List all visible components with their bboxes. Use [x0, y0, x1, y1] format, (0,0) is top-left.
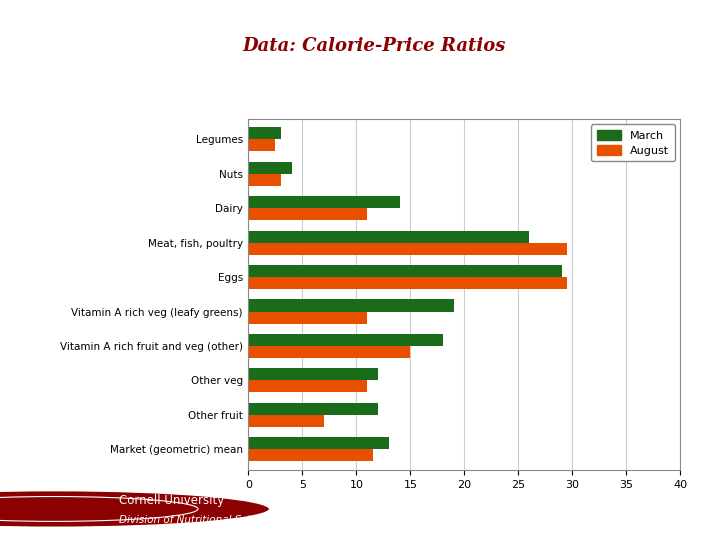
Bar	[248, 368, 378, 380]
Bar	[248, 300, 454, 312]
Bar	[248, 277, 567, 289]
Legend: March, August: March, August	[591, 124, 675, 161]
Text: Cornell University: Cornell University	[119, 495, 224, 508]
Bar	[248, 380, 367, 393]
Bar	[248, 415, 324, 427]
Bar	[248, 334, 443, 346]
Bar	[248, 346, 410, 358]
Bar	[248, 174, 281, 186]
Text: Data: Calorie-Price Ratios: Data: Calorie-Price Ratios	[243, 37, 506, 55]
Bar	[248, 196, 400, 208]
Bar	[248, 231, 529, 242]
Bar	[248, 265, 562, 277]
Bar	[248, 437, 389, 449]
Bar	[248, 208, 367, 220]
Bar	[248, 127, 281, 139]
Bar	[248, 403, 378, 415]
Text: Division of Nutritional Sciences: Division of Nutritional Sciences	[119, 515, 280, 524]
Bar	[248, 449, 373, 461]
Bar	[248, 242, 567, 255]
Bar	[248, 162, 292, 174]
Bar	[248, 312, 367, 323]
Circle shape	[0, 490, 270, 528]
Bar	[248, 139, 275, 152]
